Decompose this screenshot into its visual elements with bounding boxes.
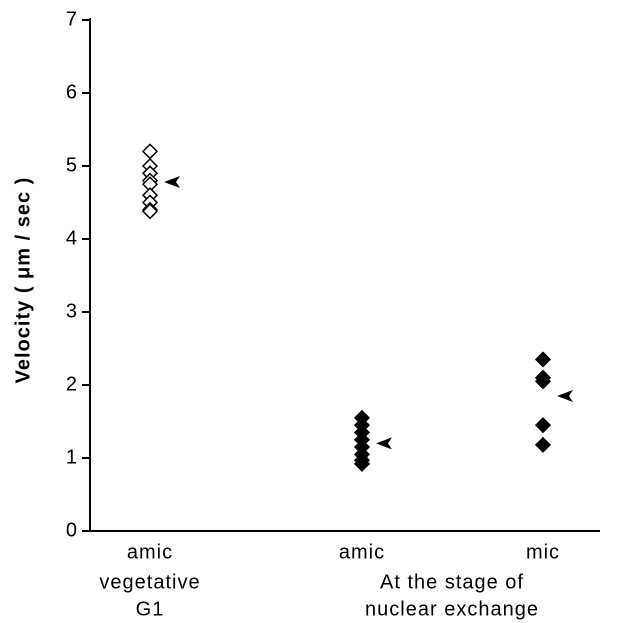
group-label: G1	[136, 598, 165, 620]
y-tick-label: 5	[66, 154, 78, 176]
x-tick-label: mic	[526, 541, 560, 563]
y-axis-label: Velocity ( μm / sec )	[12, 177, 34, 384]
y-tick-label: 6	[66, 81, 78, 103]
mean-arrow	[164, 176, 180, 189]
data-point	[141, 203, 159, 220]
group-label: At the stage of	[380, 571, 524, 593]
mean-arrow	[557, 389, 573, 402]
y-tick-label: 0	[66, 519, 78, 541]
y-tick-label: 4	[66, 227, 78, 249]
data-point	[534, 417, 552, 434]
mean-arrow	[376, 437, 392, 450]
data-point	[534, 436, 552, 453]
group-label: vegetative	[99, 571, 200, 593]
x-tick-label: amic	[127, 541, 173, 563]
y-tick-label: 2	[66, 373, 78, 395]
data-point	[353, 455, 371, 472]
x-tick-label: amic	[339, 541, 385, 563]
y-tick-label: 3	[66, 300, 78, 322]
data-point	[141, 143, 159, 160]
data-point	[534, 373, 552, 390]
data-point	[534, 351, 552, 368]
group-label: nuclear exchange	[365, 598, 539, 620]
y-tick-label: 7	[66, 8, 78, 30]
y-tick-label: 1	[66, 446, 78, 468]
